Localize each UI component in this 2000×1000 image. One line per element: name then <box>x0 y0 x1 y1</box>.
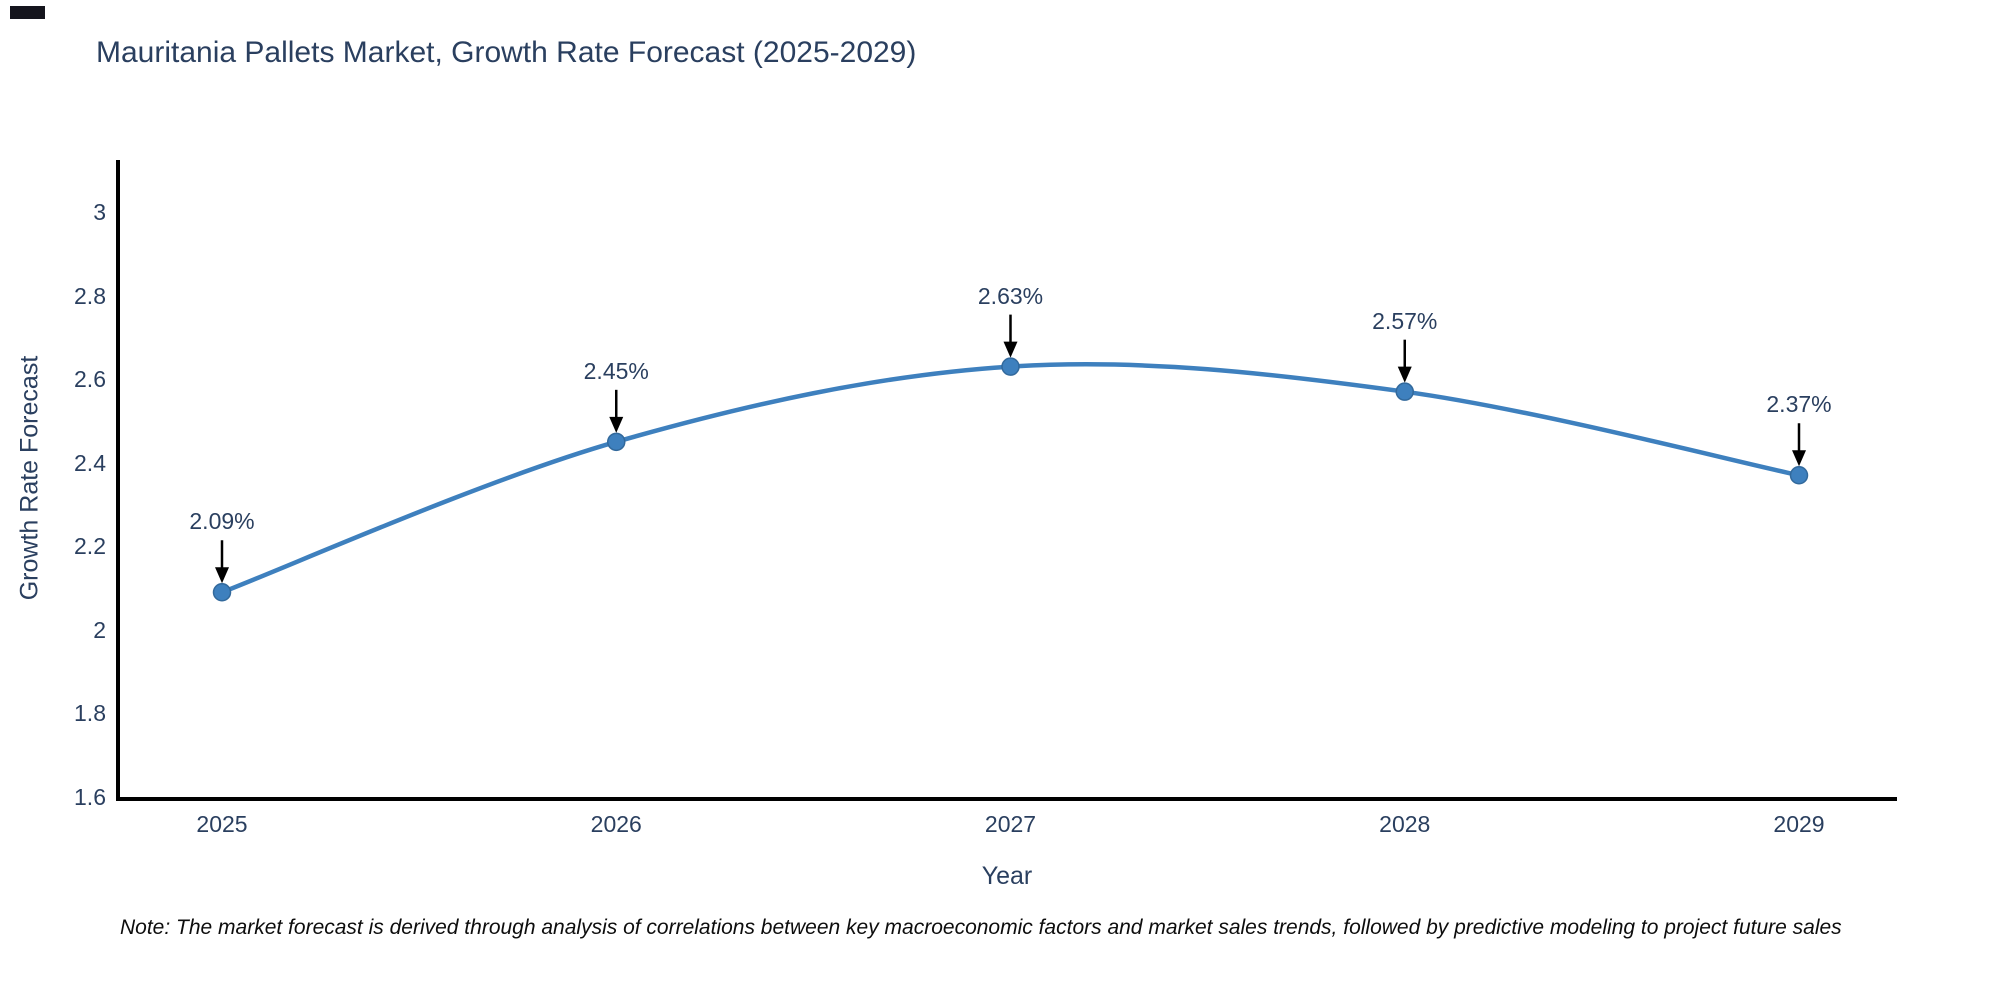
data-point-label: 2.63% <box>977 282 1044 309</box>
y-tick-label: 2 <box>93 616 106 643</box>
x-axis-title: Year <box>981 862 1033 890</box>
y-tick-label: 3 <box>93 199 106 225</box>
forecast-line <box>219 362 1802 595</box>
y-tick-label: 1.6 <box>74 783 106 810</box>
top-left-screen-artifact <box>10 6 45 19</box>
annotation-arrow-head <box>609 416 624 433</box>
annotation-arrow-head <box>1397 366 1412 383</box>
data-point-marker <box>1395 382 1414 401</box>
annotation-arrow-head <box>1003 341 1018 358</box>
data-point-label: 2.57% <box>1372 307 1438 334</box>
data-point-label: 2.45% <box>583 357 649 384</box>
x-tick-label: 2028 <box>1379 811 1431 837</box>
annotation-arrow-head <box>1792 450 1806 467</box>
y-tick-label: 2.6 <box>74 366 106 393</box>
data-point-marker <box>607 432 626 452</box>
y-tick-label: 2.2 <box>74 533 106 560</box>
data-point-marker <box>1001 357 1020 376</box>
y-tick-label: 2.4 <box>74 449 106 476</box>
footnote-text: Note: The market forecast is derived thr… <box>120 916 1842 939</box>
x-tick-label: 2027 <box>984 811 1037 837</box>
y-tick-label: 1.8 <box>74 700 106 727</box>
x-tick-label: 2025 <box>196 811 248 837</box>
x-tick-label: 2026 <box>590 811 642 837</box>
data-point-label: 2.37% <box>1766 391 1832 418</box>
x-tick-label: 2029 <box>1773 811 1825 837</box>
y-tick-label: 2.8 <box>74 282 106 309</box>
chart-title: Mauritania Pallets Market, Growth Rate F… <box>96 36 917 69</box>
data-point-marker <box>212 582 232 602</box>
data-point-label: 2.09% <box>189 508 255 535</box>
data-point-marker <box>1789 465 1809 485</box>
annotation-arrow-head <box>215 567 229 584</box>
